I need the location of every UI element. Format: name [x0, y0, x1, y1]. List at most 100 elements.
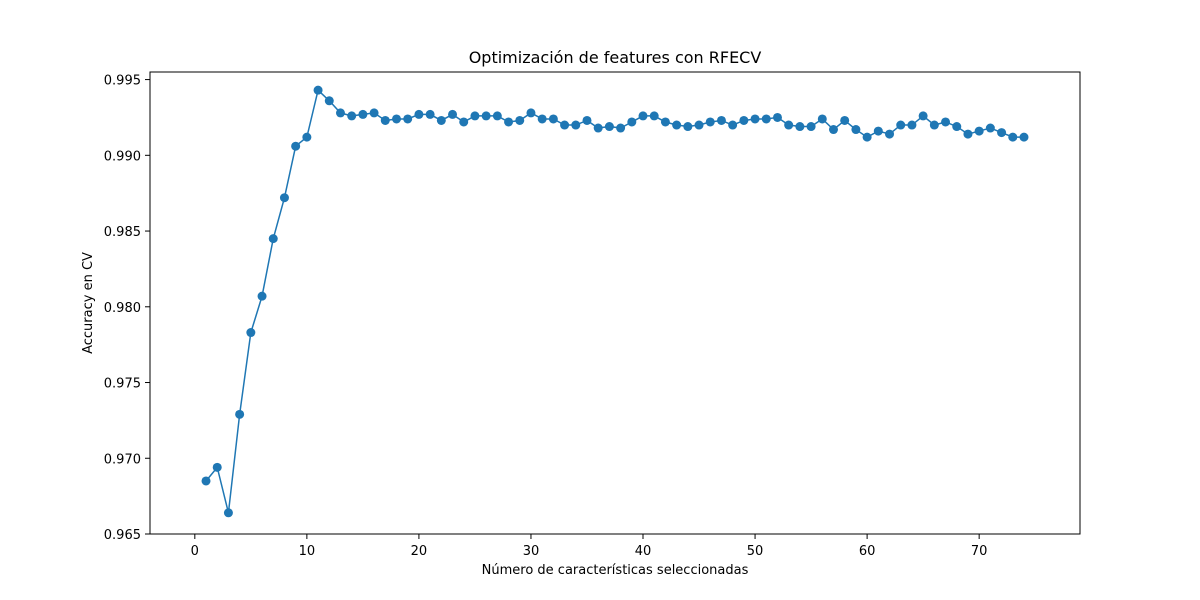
data-point — [985, 123, 995, 133]
data-point — [537, 114, 547, 124]
data-point — [223, 508, 233, 518]
data-point — [784, 120, 794, 130]
data-point — [907, 120, 917, 130]
x-tick-label: 10 — [299, 544, 316, 559]
data-point — [481, 111, 491, 121]
data-point — [862, 132, 872, 142]
x-tick-label: 60 — [859, 544, 876, 559]
data-point — [616, 123, 626, 133]
data-point — [436, 115, 446, 125]
data-point — [638, 111, 648, 121]
data-point — [246, 328, 256, 338]
data-point — [369, 108, 379, 118]
data-point — [952, 122, 962, 132]
data-point — [761, 114, 771, 124]
data-point — [918, 111, 928, 121]
data-point — [324, 96, 334, 106]
data-point — [313, 85, 323, 95]
data-point — [817, 114, 827, 124]
data-point — [705, 117, 715, 127]
data-point — [851, 125, 861, 135]
data-point — [750, 114, 760, 124]
data-point — [279, 193, 289, 203]
data-point — [392, 114, 402, 124]
x-tick-label: 0 — [191, 544, 199, 559]
data-point — [739, 115, 749, 125]
data-point — [885, 129, 895, 139]
x-tick-label: 50 — [747, 544, 764, 559]
data-point — [1008, 132, 1018, 142]
plot-frame — [149, 71, 1081, 535]
series-line — [205, 88, 1024, 513]
data-point — [291, 141, 301, 151]
data-point — [201, 476, 211, 486]
data-point — [582, 115, 592, 125]
data-point — [358, 109, 368, 119]
y-tick-label: 0.990 — [104, 149, 141, 164]
data-point — [504, 117, 514, 127]
data-point — [257, 291, 267, 301]
data-point — [515, 115, 525, 125]
data-point — [828, 125, 838, 135]
axes — [149, 71, 1081, 535]
data-point — [694, 120, 704, 130]
data-point — [526, 108, 536, 118]
data-point — [929, 120, 939, 130]
y-tick-label: 0.995 — [104, 74, 141, 89]
data-point — [840, 115, 850, 125]
data-point — [268, 234, 278, 244]
data-point — [974, 126, 984, 136]
data-point — [212, 462, 222, 472]
y-tick-label: 0.985 — [104, 225, 141, 240]
data-point — [716, 115, 726, 125]
data-point — [470, 111, 480, 121]
y-tick-label: 0.975 — [104, 377, 141, 392]
data-point — [660, 117, 670, 127]
chart-title: Optimización de features con RFECV — [469, 48, 762, 67]
data-point — [649, 111, 659, 121]
plot-area — [201, 85, 1029, 518]
data-point — [627, 117, 637, 127]
x-tick-label: 30 — [523, 544, 540, 559]
data-point — [459, 117, 469, 127]
data-point — [896, 120, 906, 130]
x-axis-ticks: 0 10 20 30 40 50 60 70 — [191, 534, 988, 559]
data-point — [448, 109, 458, 119]
data-point — [403, 114, 413, 124]
x-tick-label: 40 — [635, 544, 652, 559]
data-point — [571, 120, 581, 130]
data-point — [772, 112, 782, 122]
data-point — [795, 122, 805, 132]
data-point — [997, 128, 1007, 138]
data-point — [347, 111, 357, 121]
data-point — [425, 109, 435, 119]
data-point — [873, 126, 883, 136]
data-point — [963, 129, 973, 139]
x-tick-label: 20 — [411, 544, 428, 559]
data-point — [728, 120, 738, 130]
y-axis-ticks: 0.965 0.970 0.975 0.980 0.985 0.990 0.995 — [104, 74, 150, 543]
data-point — [672, 120, 682, 130]
y-tick-label: 0.980 — [104, 301, 141, 316]
data-point — [235, 409, 245, 419]
data-point — [548, 114, 558, 124]
data-point — [806, 122, 816, 132]
x-axis-label: Número de características seleccionadas — [482, 563, 749, 578]
data-point — [593, 123, 603, 133]
y-tick-label: 0.970 — [104, 452, 141, 467]
data-point — [302, 132, 312, 142]
data-point — [941, 117, 951, 127]
data-point — [335, 108, 345, 118]
data-point — [560, 120, 570, 130]
y-tick-label: 0.965 — [104, 528, 141, 543]
data-point — [1019, 132, 1029, 142]
data-point — [683, 122, 693, 132]
data-point — [414, 109, 424, 119]
x-tick-label: 70 — [971, 544, 988, 559]
data-point — [380, 115, 390, 125]
data-point — [492, 111, 502, 121]
y-axis-label: Accuracy en CV — [81, 252, 96, 354]
data-point — [604, 122, 614, 132]
